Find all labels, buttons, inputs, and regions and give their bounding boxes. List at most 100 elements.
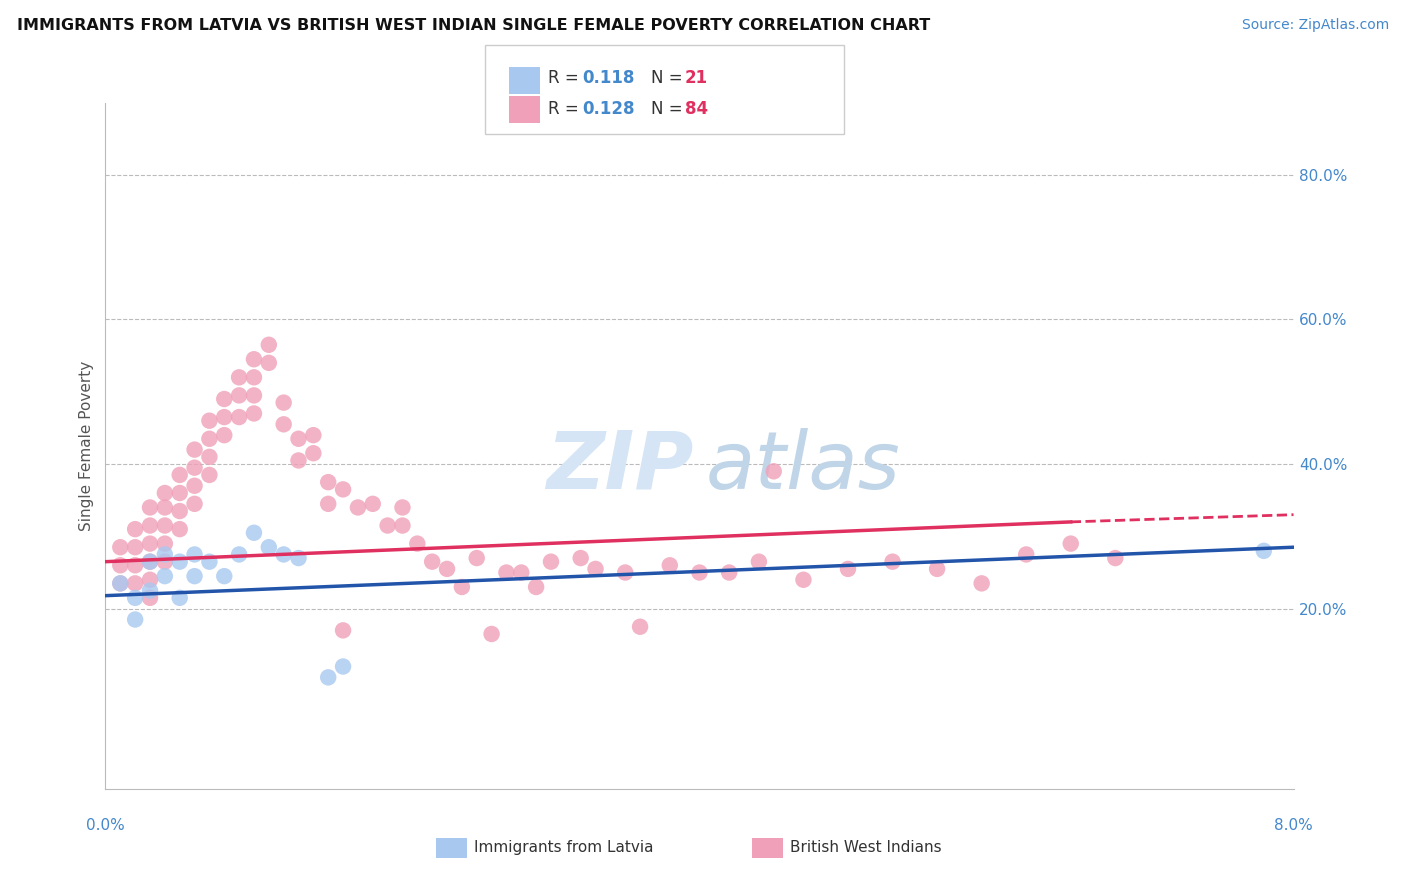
Point: [110, 540, 132, 554]
Point: [124, 558, 146, 573]
Point: [273, 417, 295, 432]
Point: [257, 356, 280, 370]
Point: [1060, 536, 1083, 550]
Point: [169, 522, 191, 536]
Point: [436, 562, 458, 576]
Point: [110, 558, 132, 573]
Point: [273, 395, 295, 409]
Point: [658, 558, 681, 573]
Point: [524, 580, 547, 594]
Point: [540, 555, 562, 569]
Point: [153, 486, 176, 500]
Point: [139, 555, 162, 569]
Point: [139, 500, 162, 515]
Point: [214, 569, 236, 583]
Point: [332, 659, 354, 673]
Point: [169, 467, 191, 482]
Point: [243, 407, 266, 421]
Point: [228, 548, 250, 562]
Point: [465, 551, 488, 566]
Point: [377, 518, 399, 533]
Text: R =: R =: [548, 100, 585, 118]
Point: [495, 566, 517, 580]
Point: [228, 388, 250, 402]
Point: [139, 591, 162, 605]
Point: [510, 566, 533, 580]
Point: [837, 562, 859, 576]
Point: [243, 370, 266, 384]
Point: [139, 583, 162, 598]
Point: [569, 551, 592, 566]
Point: [153, 569, 176, 583]
Point: [110, 576, 132, 591]
Point: [243, 352, 266, 367]
Point: [169, 486, 191, 500]
Point: [391, 500, 413, 515]
Point: [287, 551, 309, 566]
Point: [228, 370, 250, 384]
Text: 21: 21: [685, 70, 707, 87]
Point: [970, 576, 993, 591]
Point: [214, 410, 236, 425]
Point: [124, 576, 146, 591]
Text: IMMIGRANTS FROM LATVIA VS BRITISH WEST INDIAN SINGLE FEMALE POVERTY CORRELATION : IMMIGRANTS FROM LATVIA VS BRITISH WEST I…: [17, 18, 931, 33]
Point: [183, 460, 205, 475]
Point: [183, 442, 205, 457]
Point: [214, 428, 236, 442]
Point: [689, 566, 711, 580]
Point: [287, 453, 309, 467]
Text: N =: N =: [651, 100, 688, 118]
Text: 0.118: 0.118: [582, 70, 634, 87]
Point: [792, 573, 814, 587]
Point: [927, 562, 949, 576]
Text: atlas: atlas: [706, 427, 900, 506]
Point: [153, 536, 176, 550]
Text: ZIP: ZIP: [546, 427, 693, 506]
Point: [287, 432, 309, 446]
Point: [748, 555, 770, 569]
Point: [139, 518, 162, 533]
Point: [228, 410, 250, 425]
Point: [124, 613, 146, 627]
Point: [332, 624, 354, 638]
Point: [153, 518, 176, 533]
Point: [585, 562, 607, 576]
Point: [332, 483, 354, 497]
Point: [882, 555, 904, 569]
Point: [1104, 551, 1126, 566]
Point: [243, 525, 266, 540]
Point: [169, 555, 191, 569]
Text: 0.128: 0.128: [582, 100, 634, 118]
Point: [198, 432, 221, 446]
Point: [183, 569, 205, 583]
Point: [243, 388, 266, 402]
Point: [198, 555, 221, 569]
Point: [153, 555, 176, 569]
Point: [183, 497, 205, 511]
Point: [302, 428, 325, 442]
Point: [183, 479, 205, 493]
Point: [183, 548, 205, 562]
Point: [614, 566, 637, 580]
Text: Source: ZipAtlas.com: Source: ZipAtlas.com: [1241, 18, 1389, 32]
Text: 8.0%: 8.0%: [1274, 818, 1313, 832]
Point: [124, 591, 146, 605]
Text: R =: R =: [548, 70, 585, 87]
Point: [316, 670, 339, 684]
Y-axis label: Single Female Poverty: Single Female Poverty: [79, 361, 94, 531]
Text: N =: N =: [651, 70, 688, 87]
Point: [198, 414, 221, 428]
Point: [273, 548, 295, 562]
Point: [718, 566, 741, 580]
Point: [214, 392, 236, 406]
Point: [139, 573, 162, 587]
Point: [316, 475, 339, 490]
Point: [762, 464, 785, 478]
Point: [361, 497, 384, 511]
Point: [198, 467, 221, 482]
Point: [481, 627, 503, 641]
Point: [169, 504, 191, 518]
Point: [110, 576, 132, 591]
Point: [406, 536, 429, 550]
Point: [1253, 544, 1275, 558]
